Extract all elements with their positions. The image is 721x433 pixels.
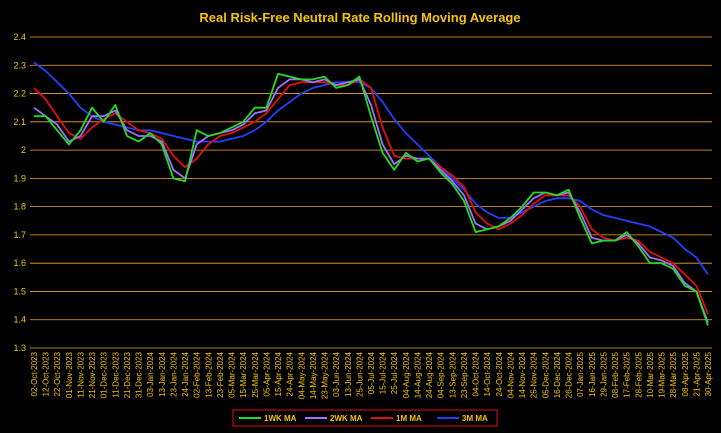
legend-label: 3M MA — [462, 414, 488, 423]
x-tick-label: 04-Oct-2024 — [472, 351, 481, 396]
x-tick-label: 31-Dec-2023 — [135, 351, 144, 398]
chart-title: Real Risk-Free Neutral Rate Rolling Movi… — [199, 10, 520, 25]
y-tick-label: 2.1 — [13, 117, 26, 127]
y-tick-label: 2.3 — [13, 60, 26, 70]
x-tick-label: 16-Dec-2024 — [553, 351, 562, 398]
series-line-3m-ma — [33, 61, 709, 276]
x-tick-label: 04-Aug-2024 — [402, 351, 411, 398]
x-tick-label: 13-Jun-2024 — [344, 351, 353, 396]
legend-label: 2WK MA — [330, 414, 363, 423]
x-tick-label: 01-Nov-2023 — [65, 351, 74, 398]
x-tick-label: 21-Nov-2023 — [88, 351, 97, 398]
x-tick-label: 05-Mar-2024 — [228, 351, 237, 397]
x-tick-label: 28-Feb-2025 — [634, 351, 643, 397]
x-tick-label: 22-Oct-2023 — [53, 351, 62, 396]
x-tick-label: 10-Mar-2025 — [646, 351, 655, 397]
x-tick-label: 28-Mar-2025 — [669, 351, 678, 397]
legend-item[interactable]: 3M MA — [437, 414, 488, 423]
legend-label: 1M MA — [396, 414, 422, 423]
x-tick-label: 03-Jan-2024 — [146, 351, 155, 396]
legend[interactable]: 1WK MA 2WK MA 1M MA 3M MA — [232, 409, 498, 427]
y-tick-label: 1.5 — [13, 286, 26, 296]
x-tick-label: 04-Sep-2024 — [437, 351, 446, 398]
x-tick-label: 02-Oct-2023 — [30, 351, 39, 396]
x-tick-label: 30-Apr-2025 — [704, 351, 713, 396]
x-tick-label: 14-Oct-2024 — [483, 351, 492, 396]
x-tick-label: 23-Jan-2024 — [169, 351, 178, 396]
x-tick-label: 15-Mar-2024 — [239, 351, 248, 397]
x-tick-label: 14-Aug-2024 — [413, 351, 422, 398]
x-tick-label: 25-Jun-2024 — [355, 351, 364, 396]
x-tick-label: 13-Sep-2024 — [448, 351, 457, 398]
x-tick-labels: 02-Oct-2023 12-Oct-2023 22-Oct-2023 01-Nov-… — [30, 351, 713, 399]
x-tick-label: 02-Feb-2024 — [193, 351, 202, 397]
y-tick-labels: 1.3 1.4 1.5 1.6 1.7 1.8 1.9 2 2.1 2.2 2.3 2.4 — [13, 32, 26, 353]
x-tick-label: 24-Apr-2024 — [286, 351, 295, 396]
x-tick-label: 23-May-2024 — [321, 351, 330, 399]
y-tick-label: 1.6 — [13, 258, 26, 268]
x-tick-label: 13-Feb-2024 — [204, 351, 213, 397]
x-tick-label: 26-Dec-2024 — [565, 351, 574, 398]
x-tick-label: 11-Dec-2023 — [111, 351, 120, 397]
x-tick-label: 24-Aug-2024 — [425, 351, 434, 398]
legend-box — [232, 409, 498, 427]
y-tick-label: 2.4 — [13, 32, 26, 42]
x-tick-label: 24-Oct-2024 — [495, 351, 504, 396]
legend-label: 1WK MA — [264, 414, 297, 423]
x-tick-label: 12-Oct-2023 — [42, 351, 51, 396]
x-tick-label: 15-Jul-2024 — [379, 351, 388, 394]
legend-item[interactable]: 2WK MA — [305, 414, 363, 423]
x-tick-label: 01-Dec-2023 — [100, 351, 109, 398]
x-tick-label: 08-Apr-2025 — [681, 351, 690, 396]
x-tick-label: 03-Jun-2024 — [332, 351, 341, 396]
x-tick-label: 05-Apr-2024 — [262, 351, 271, 396]
x-tick-label: 17-Feb-2025 — [623, 351, 632, 397]
x-tick-label: 25-Jul-2024 — [390, 351, 399, 394]
series-line-1wk-ma — [34, 72, 709, 326]
x-tick-label: 15-Apr-2024 — [274, 351, 283, 396]
y-tick-label: 1.3 — [13, 343, 26, 353]
y-tick-label: 1.9 — [13, 173, 26, 183]
gridlines — [30, 36, 712, 349]
x-tick-label: 11-Nov-2023 — [76, 351, 85, 397]
x-tick-label: 07-Jan-2025 — [576, 351, 585, 396]
y-tick-label: 1.7 — [13, 230, 26, 240]
series-line-1m-ma — [33, 78, 709, 315]
x-tick-label: 23-Feb-2024 — [216, 351, 225, 397]
x-tick-label: 05-Dec-2024 — [541, 351, 550, 398]
y-tick-label: 2.2 — [13, 89, 26, 99]
x-tick-label: 14-May-2024 — [309, 351, 318, 399]
y-tick-label: 1.4 — [13, 315, 26, 325]
x-tick-label: 23-Sep-2024 — [460, 351, 469, 398]
y-tick-label: 2 — [21, 145, 26, 155]
series-lines — [33, 61, 709, 326]
x-tick-label: 13-Jan-2024 — [158, 351, 167, 396]
x-tick-label: 24-Jan-2024 — [181, 351, 190, 396]
x-tick-label: 19-Mar-2025 — [658, 351, 667, 397]
x-tick-label: 04-Nov-2024 — [506, 351, 515, 398]
x-tick-label: 25-Nov-2024 — [530, 351, 539, 398]
y-tick-label: 1.8 — [13, 202, 26, 212]
x-tick-label: 21-Apr-2025 — [692, 351, 701, 396]
x-tick-label: 08-Feb-2025 — [611, 351, 620, 397]
x-tick-label: 25-Mar-2024 — [251, 351, 260, 397]
x-tick-label: 05-Jul-2024 — [367, 351, 376, 394]
x-tick-label: 14-Nov-2024 — [518, 351, 527, 398]
legend-item[interactable]: 1M MA — [371, 414, 422, 423]
x-tick-label: 04-May-2024 — [297, 351, 306, 399]
x-tick-label: 16-Jan-2025 — [588, 351, 597, 396]
x-tick-label: 29-Jan-2025 — [599, 351, 608, 396]
x-tick-label: 21-Dec-2023 — [123, 351, 132, 398]
legend-item[interactable]: 1WK MA — [239, 414, 297, 423]
